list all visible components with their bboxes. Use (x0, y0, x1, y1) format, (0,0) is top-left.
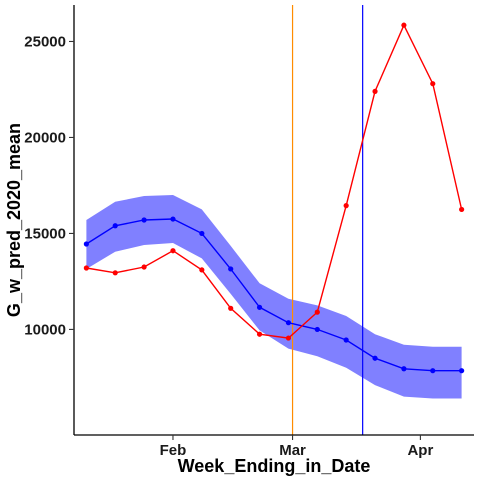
series-2-point (83, 265, 89, 271)
series-2-point (199, 267, 205, 273)
series-1-point (228, 266, 234, 272)
series-line-1 (86, 218, 462, 372)
series-1-point (112, 223, 118, 229)
series-2-point (343, 203, 349, 209)
series-2-point (401, 22, 407, 28)
series-1-point (256, 304, 263, 310)
series-1-point (199, 230, 205, 237)
series-1-point (459, 368, 465, 374)
series-2-point (170, 248, 176, 254)
series-2-point (314, 309, 320, 315)
y-tick-label: 25000 (24, 33, 66, 50)
series-2-point (112, 270, 118, 276)
series-1-point (314, 326, 320, 333)
series-1-point (83, 241, 89, 247)
series-2-point (372, 88, 378, 94)
series-2-point (430, 81, 436, 87)
y-axis-title: G_w_pred_2020_mean (4, 123, 24, 317)
x-tick-label: Mar (279, 442, 306, 459)
x-axis-title: Week_Ending_in_Date (178, 456, 371, 476)
series-1-point (401, 366, 407, 372)
series-2-point (228, 305, 234, 311)
x-tick-label: Apr (407, 442, 433, 459)
y-tick-label: 10000 (24, 321, 66, 338)
series-1-point (141, 217, 147, 223)
series-1-point (285, 320, 292, 326)
series-1-point (372, 355, 378, 361)
series-layer (83, 22, 465, 374)
series-1-point (343, 337, 349, 343)
series-2-point (459, 206, 465, 213)
y-tick-label: 20000 (24, 129, 66, 146)
series-line-2 (86, 23, 463, 339)
x-ticks: Feb Mar Apr (160, 435, 433, 459)
confidence-band-layer (86, 195, 462, 399)
confidence-band-1 (86, 195, 462, 399)
y-ticks: 10000 15000 20000 25000 (24, 33, 74, 338)
series-1-point (170, 216, 176, 222)
series-2-point (285, 335, 292, 341)
x-tick-label: Feb (160, 442, 187, 459)
vertical-lines-layer (291, 5, 364, 435)
series-2-point (141, 264, 147, 270)
y-tick-label: 15000 (24, 225, 66, 242)
series-1-point (430, 368, 436, 374)
series-2-point (256, 331, 263, 337)
